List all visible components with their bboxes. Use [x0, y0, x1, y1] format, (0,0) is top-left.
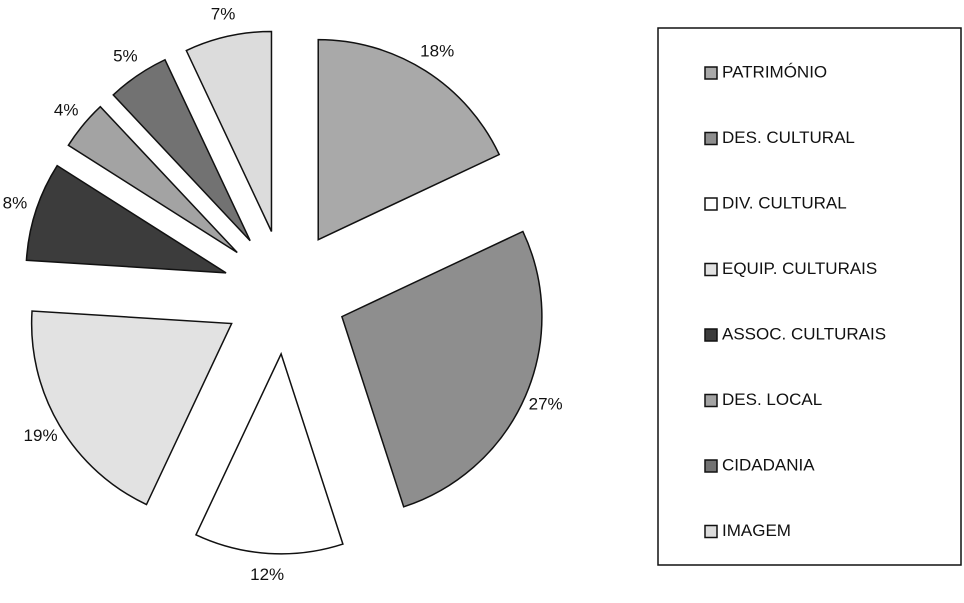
data-label: 27% [529, 394, 563, 413]
legend-swatch [704, 197, 718, 211]
pie-slice [112, 58, 251, 242]
pie-slice [340, 230, 543, 508]
pie-slice [67, 105, 238, 254]
legend-label: DES. LOCAL [722, 390, 822, 409]
legend-label: EQUIP. CULTURAIS [722, 259, 877, 278]
legend-swatch [704, 131, 718, 146]
legend-swatch [704, 459, 718, 473]
legend-label: ASSOC. CULTURAIS [722, 324, 886, 343]
pie-slice [194, 351, 344, 555]
data-label: 7% [211, 4, 236, 23]
legend-label: PATRIMÓNIO [722, 62, 827, 81]
data-label: 19% [24, 426, 58, 445]
legend-swatch [704, 66, 718, 80]
legend-box [657, 27, 962, 566]
legend-swatch [704, 328, 718, 342]
data-label: 4% [54, 100, 79, 119]
legend-swatch [704, 393, 718, 408]
legend-label: IMAGEM [722, 521, 791, 540]
data-label: 12% [250, 565, 284, 584]
pie-slice [30, 310, 233, 506]
legend-swatch [704, 262, 718, 277]
pie-slice [25, 164, 227, 274]
data-label: 8% [3, 194, 28, 213]
legend-label: CIDADANIA [722, 455, 815, 474]
data-label: 18% [420, 42, 454, 61]
legend-label: DIV. CULTURAL [722, 193, 847, 212]
data-label: 5% [113, 47, 138, 66]
legend-swatch [704, 524, 718, 539]
legend-label: DES. CULTURAL [722, 128, 855, 147]
pie-slice [185, 30, 273, 232]
pie-slice [317, 38, 501, 241]
